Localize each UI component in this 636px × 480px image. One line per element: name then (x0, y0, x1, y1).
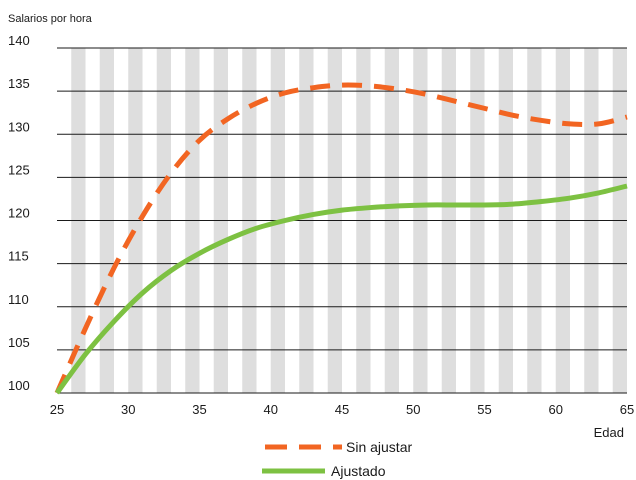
x-tick-35: 35 (192, 402, 206, 417)
y-tick-100: 100 (8, 378, 30, 393)
y-tick-125: 125 (8, 162, 30, 177)
y-tick-130: 130 (8, 119, 30, 134)
x-tick-55: 55 (477, 402, 491, 417)
series-line-ajustado (54, 183, 628, 395)
x-axis-title: Edad (594, 425, 624, 440)
legend-label-ajustado: Ajustado (331, 463, 386, 479)
x-tick-30: 30 (121, 402, 135, 417)
x-tick-25: 25 (50, 402, 64, 417)
y-tick-135: 135 (8, 76, 30, 91)
horizontal-gridlines (57, 47, 627, 394)
x-axis-ticks: 25 30 35 40 45 50 55 60 65 (50, 402, 634, 417)
legend: Sin ajustar Ajustado (262, 439, 412, 479)
x-tick-45: 45 (335, 402, 349, 417)
y-axis-title: Salarios por hora (8, 13, 93, 25)
y-tick-105: 105 (8, 335, 30, 350)
y-axis-ticks: 100 105 110 115 120 125 130 135 140 (8, 33, 30, 393)
y-tick-140: 140 (8, 33, 30, 48)
series-lines (54, 82, 628, 395)
y-tick-115: 115 (8, 249, 29, 264)
y-tick-120: 120 (8, 206, 30, 221)
x-tick-60: 60 (549, 402, 563, 417)
legend-label-sin-ajustar: Sin ajustar (346, 439, 412, 455)
x-tick-50: 50 (406, 402, 420, 417)
y-tick-110: 110 (8, 292, 29, 307)
x-tick-65: 65 (620, 402, 634, 417)
x-tick-40: 40 (264, 402, 278, 417)
series-line-sin-ajustar (54, 82, 628, 395)
